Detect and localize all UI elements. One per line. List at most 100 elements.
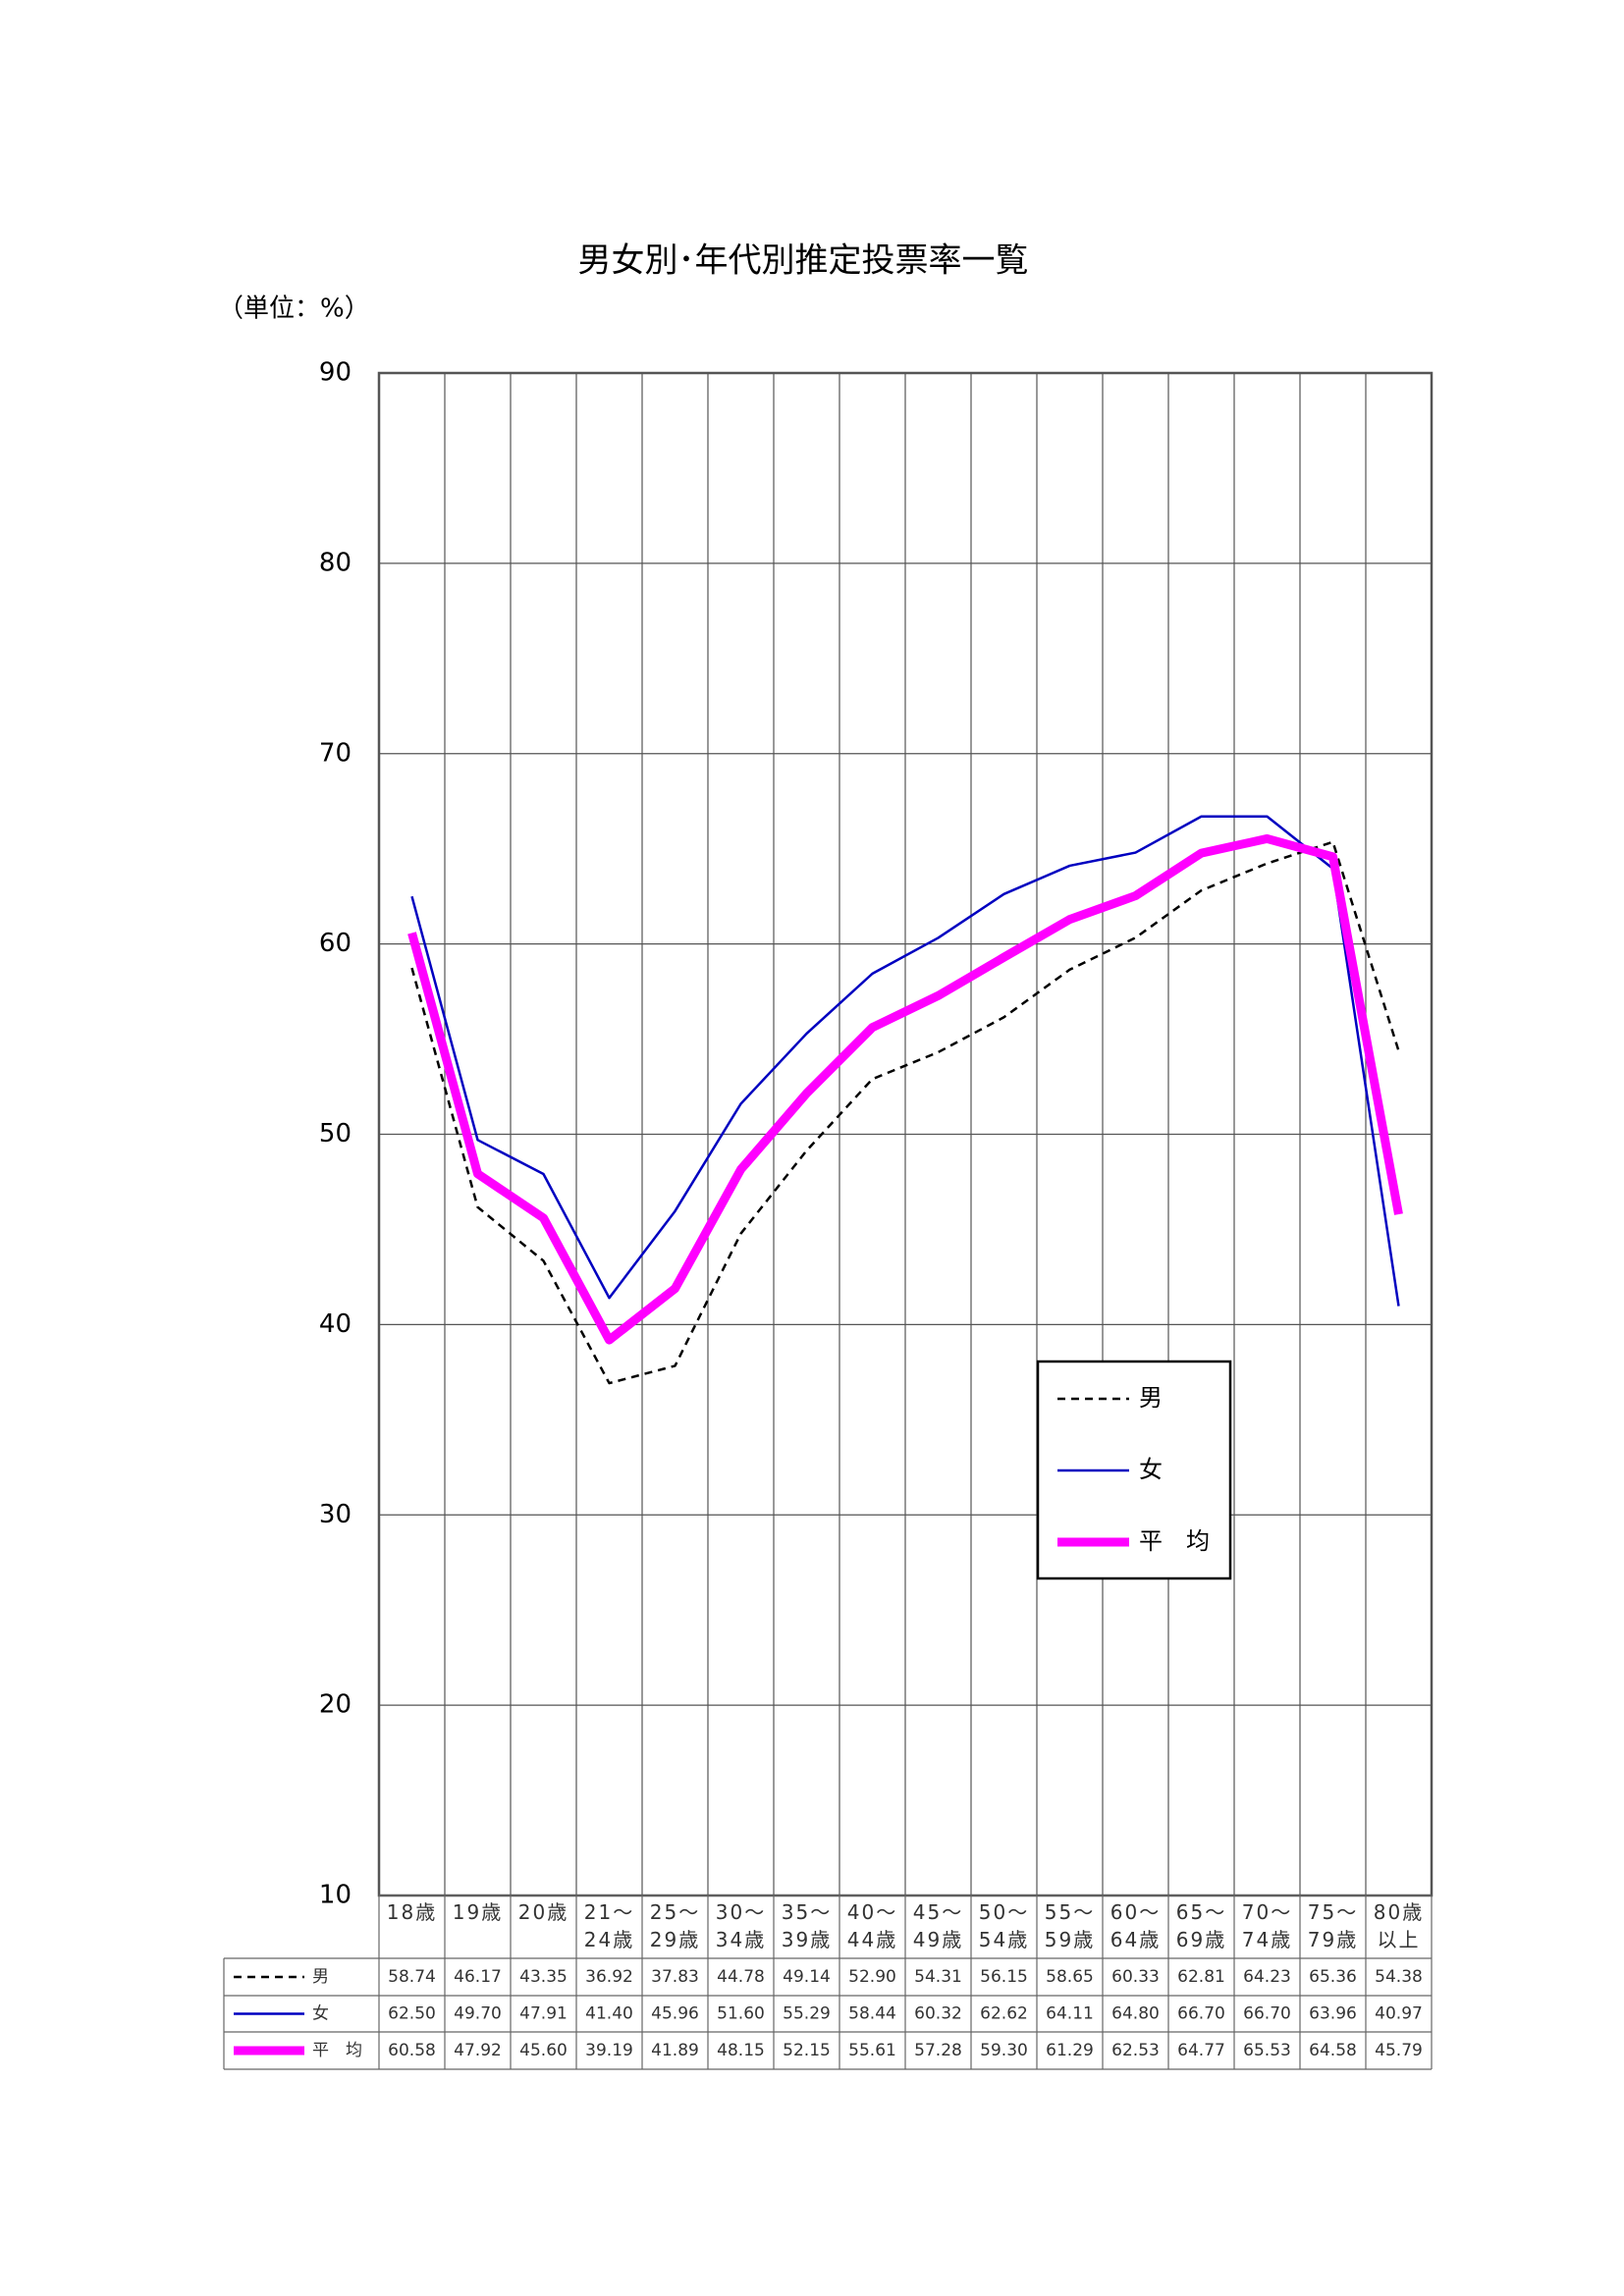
- table-value: 47.92: [454, 2041, 502, 2060]
- table-value: 66.70: [1177, 2004, 1225, 2024]
- table-value: 61.29: [1046, 2041, 1094, 2060]
- table-value: 56.15: [980, 1967, 1028, 1987]
- x-tick-label: 21～ 24歳: [583, 1900, 635, 1951]
- table-value: 64.23: [1243, 1967, 1291, 1987]
- table-value: 45.96: [651, 2004, 699, 2024]
- table-value: 49.70: [454, 2004, 502, 2024]
- table-value: 54.31: [914, 1967, 962, 1987]
- table-value: 63.96: [1309, 2004, 1357, 2024]
- table-value: 47.91: [519, 2004, 568, 2024]
- x-tick-label: 65～ 69歳: [1175, 1900, 1227, 1951]
- table-value: 64.77: [1177, 2041, 1225, 2060]
- x-cell: 50～ 54歳: [978, 1900, 1030, 1951]
- legend-label: 女: [1139, 1456, 1163, 1483]
- table-value: 62.50: [388, 2004, 436, 2024]
- x-cell: 21～ 24歳: [583, 1900, 635, 1951]
- x-cell: 60～ 64歳: [1110, 1900, 1162, 1951]
- unit-label: （単位：%）: [218, 294, 370, 324]
- table-value: 64.11: [1046, 2004, 1094, 2024]
- x-cell: 40～ 44歳: [846, 1900, 898, 1951]
- table-value: 45.79: [1375, 2041, 1423, 2060]
- table-value: 46.17: [454, 1967, 502, 1987]
- x-cell: 35～ 39歳: [781, 1900, 833, 1951]
- table-value: 60.58: [388, 2041, 436, 2060]
- table-value: 45.60: [519, 2041, 568, 2060]
- table-value: 52.15: [783, 2041, 831, 2060]
- table-value: 49.14: [783, 1967, 831, 1987]
- table-value: 60.32: [914, 2004, 962, 2024]
- table-value: 55.29: [783, 2004, 831, 2024]
- x-cell: 20歳: [517, 1900, 569, 1924]
- x-tick-label: 25～ 29歳: [649, 1900, 701, 1951]
- series-line: [410, 815, 1400, 1307]
- table-row-label: 男: [312, 1967, 329, 1987]
- table-value: 48.15: [717, 2041, 765, 2060]
- table-value: 51.60: [717, 2004, 765, 2024]
- table-value: 64.80: [1111, 2004, 1160, 2024]
- table-value: 44.78: [717, 1967, 765, 1987]
- x-tick-label: 40～ 44歳: [846, 1900, 898, 1951]
- table-value: 57.28: [914, 2041, 962, 2060]
- x-cell: 55～ 59歳: [1044, 1900, 1096, 1951]
- x-cell: 65～ 69歳: [1175, 1900, 1227, 1951]
- table-value: 39.19: [585, 2041, 633, 2060]
- table-value: 58.65: [1046, 1967, 1094, 1987]
- table-value: 62.53: [1111, 2041, 1160, 2060]
- x-tick-label: 35～ 39歳: [781, 1900, 833, 1951]
- chart-title: 男女別･年代別推定投票率一覧: [578, 241, 1029, 281]
- table-value: 62.62: [980, 2004, 1028, 2024]
- x-cell: 18歳: [386, 1900, 438, 1924]
- table-value: 37.83: [651, 1967, 699, 1987]
- table-value: 54.38: [1375, 1967, 1423, 1987]
- x-tick-label: 60～ 64歳: [1110, 1900, 1162, 1951]
- x-tick-label: 75～ 79歳: [1307, 1900, 1359, 1951]
- y-tick-label: 30: [319, 1500, 352, 1529]
- x-tick-label: 18歳: [386, 1900, 438, 1924]
- x-cell: 80歳 以上: [1373, 1900, 1425, 1951]
- series-line: [410, 840, 1400, 1385]
- table-value: 66.70: [1243, 2004, 1291, 2024]
- x-tick-label: 50～ 54歳: [978, 1900, 1030, 1951]
- table-value: 58.44: [848, 2004, 896, 2024]
- x-tick-label: 80歳 以上: [1373, 1900, 1425, 1951]
- table-value: 40.97: [1375, 2004, 1423, 2024]
- x-cell: 30～ 34歳: [716, 1900, 764, 1951]
- table-value: 65.53: [1243, 2041, 1291, 2060]
- table-value: 60.33: [1111, 1967, 1160, 1987]
- y-tick-label: 80: [319, 548, 352, 577]
- x-tick-label: 20歳: [517, 1900, 569, 1924]
- x-tick-label: 19歳: [452, 1900, 504, 1924]
- table-value: 65.36: [1309, 1967, 1357, 1987]
- table-value: 59.30: [980, 2041, 1028, 2060]
- y-tick-label: 10: [319, 1881, 352, 1910]
- x-cell: 19歳: [452, 1900, 504, 1924]
- table-row-label: 平 均: [312, 2041, 362, 2060]
- x-cell: 45～ 49歳: [912, 1900, 964, 1951]
- table-value: 58.74: [388, 1967, 436, 1987]
- y-tick-label: 60: [319, 929, 352, 958]
- table-value: 62.81: [1177, 1967, 1225, 1987]
- x-tick-label: 45～ 49歳: [912, 1900, 964, 1951]
- y-tick-label: 20: [319, 1690, 352, 1720]
- table-value: 64.58: [1309, 2041, 1357, 2060]
- table-value: 36.92: [585, 1967, 633, 1987]
- x-tick-label: 55～ 59歳: [1044, 1900, 1096, 1951]
- table-value: 41.89: [651, 2041, 699, 2060]
- table-value: 52.90: [848, 1967, 896, 1987]
- legend-label: 平 均: [1139, 1527, 1210, 1555]
- y-tick-label: 70: [319, 738, 352, 768]
- series-line: [407, 833, 1403, 1345]
- x-tick-label: 70～ 74歳: [1241, 1900, 1293, 1951]
- table-value: 41.40: [585, 2004, 633, 2024]
- table-value: 43.35: [519, 1967, 568, 1987]
- y-tick-label: 50: [319, 1119, 352, 1148]
- x-cell: 25～ 29歳: [649, 1900, 701, 1951]
- y-tick-label: 40: [319, 1309, 352, 1339]
- legend-label: 男: [1139, 1384, 1163, 1412]
- table-row-label: 女: [312, 2004, 329, 2024]
- table-value: 55.61: [848, 2041, 896, 2060]
- x-cell: 75～ 79歳: [1307, 1900, 1359, 1951]
- y-tick-label: 90: [319, 358, 352, 388]
- x-cell: 70～ 74歳: [1241, 1900, 1293, 1951]
